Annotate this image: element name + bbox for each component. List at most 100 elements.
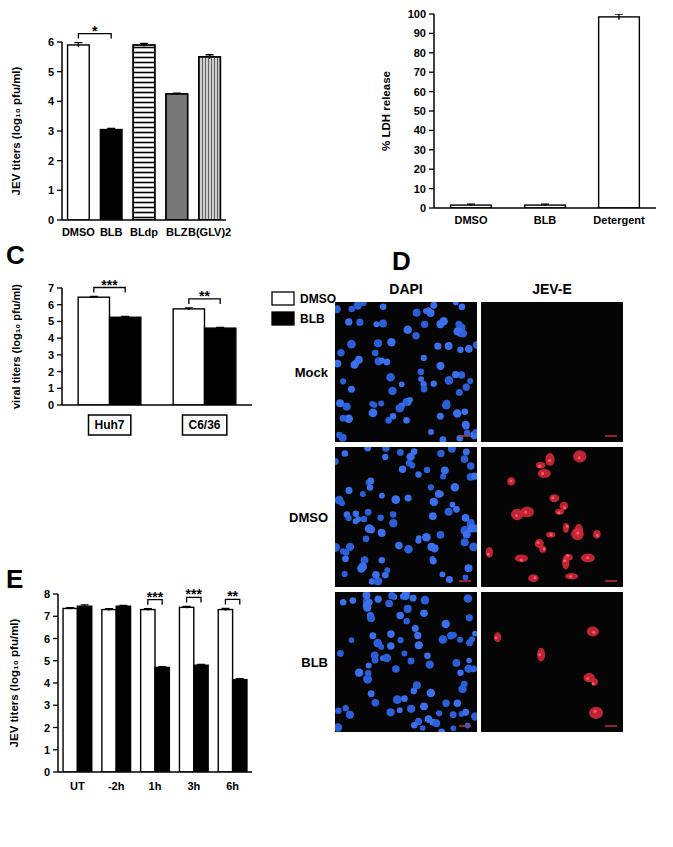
nucleus [462, 709, 469, 716]
bar [218, 610, 232, 772]
infected-cell [563, 523, 569, 533]
bar [77, 606, 91, 772]
y-tick [53, 705, 58, 706]
panel-letter: C [6, 240, 25, 270]
infected-cell-spot [538, 653, 541, 656]
nucleus [415, 471, 421, 477]
nucleus [466, 614, 473, 621]
y-tick-label: 70 [414, 66, 426, 78]
nucleus [369, 632, 376, 639]
y-tick-label: 40 [414, 124, 426, 136]
nucleus [470, 665, 477, 672]
nucleus [401, 651, 407, 657]
nucleus [355, 669, 363, 677]
y-tick [57, 41, 62, 42]
y-tick [57, 101, 62, 102]
x-tick-label: C6/36 [188, 418, 220, 432]
image-ground [481, 592, 623, 732]
nucleus [353, 511, 360, 518]
nucleus [447, 632, 455, 640]
nucleus [448, 447, 456, 453]
nucleus [473, 429, 477, 435]
nucleus [453, 302, 459, 305]
infected-cell-spot [494, 636, 497, 639]
nucleus [411, 722, 418, 729]
error-bar [185, 308, 193, 310]
nucleus [371, 410, 377, 416]
y-tick [429, 207, 434, 208]
chart-panel: 01234567Huh7C6/36viral titers (log₁₀ pfu… [6, 240, 336, 435]
infected-cell [494, 632, 501, 642]
nucleus [408, 658, 415, 665]
y-tick [429, 72, 434, 73]
micrograph-image [335, 447, 477, 587]
nucleus [339, 500, 345, 506]
nucleus [355, 516, 361, 522]
nucleus [335, 707, 342, 714]
y-tick-label: 1 [48, 184, 54, 196]
nucleus [431, 380, 437, 386]
nucleus [383, 654, 391, 662]
nucleus [378, 529, 386, 537]
nucleus [421, 386, 428, 393]
nucleus [430, 498, 437, 505]
y-tick [57, 304, 62, 305]
nucleus [346, 711, 354, 719]
infected-cell-spot [509, 480, 512, 483]
nucleus [462, 514, 470, 522]
micrograph-image [481, 592, 623, 732]
nucleus [456, 327, 462, 333]
nucleus [436, 710, 442, 716]
chart-panel: 0102030405060708090100DMSOBLBDetergent% … [380, 8, 656, 226]
error-bar [541, 204, 549, 206]
nucleus [368, 526, 375, 533]
nucleus [450, 711, 457, 718]
infected-cell [587, 626, 599, 636]
y-tick [429, 130, 434, 131]
bar [199, 57, 221, 220]
significance-label: *** [147, 589, 164, 605]
nucleus [355, 356, 363, 364]
nucleus [397, 707, 403, 713]
infected-cell [536, 462, 546, 469]
nucleus [420, 702, 428, 710]
nucleus [430, 302, 437, 309]
nucleus [364, 447, 371, 452]
nucleus [360, 491, 366, 497]
y-tick [429, 110, 434, 111]
infected-cell-spot [538, 465, 541, 468]
infected-cell [507, 477, 515, 485]
nucleus [454, 700, 461, 707]
nucleus [387, 708, 395, 716]
y-axis-title: JEV titers (log₁₀ pfu/ml) [10, 66, 22, 195]
y-tick [53, 660, 58, 661]
y-tick [57, 371, 62, 372]
y-tick-label: 0 [420, 202, 426, 214]
y-tick [429, 188, 434, 189]
error-bar [197, 664, 205, 666]
infected-cell [546, 532, 555, 538]
error-bar [81, 605, 89, 608]
nucleus [434, 342, 441, 349]
infected-cell-spot [537, 541, 540, 544]
nucleus [346, 543, 354, 551]
infected-cell-spot [563, 559, 566, 562]
nucleus [428, 484, 434, 490]
nucleus [364, 676, 372, 684]
x-tick-label: DMSO [62, 226, 95, 238]
y-tick [429, 169, 434, 170]
infected-cell [486, 547, 493, 558]
nucleus [335, 360, 341, 368]
nucleus [350, 597, 357, 604]
x-tick-label: BLdp [130, 226, 158, 238]
infected-cell [549, 494, 559, 502]
infected-cell [593, 530, 601, 539]
plot-marks [78, 297, 236, 405]
nucleus [340, 599, 347, 606]
category-box [182, 415, 226, 435]
nucleus [379, 644, 385, 650]
nucleus [401, 592, 410, 600]
nucleus [404, 605, 412, 613]
infected-cell-spot [520, 559, 523, 562]
infected-cell [562, 556, 569, 570]
